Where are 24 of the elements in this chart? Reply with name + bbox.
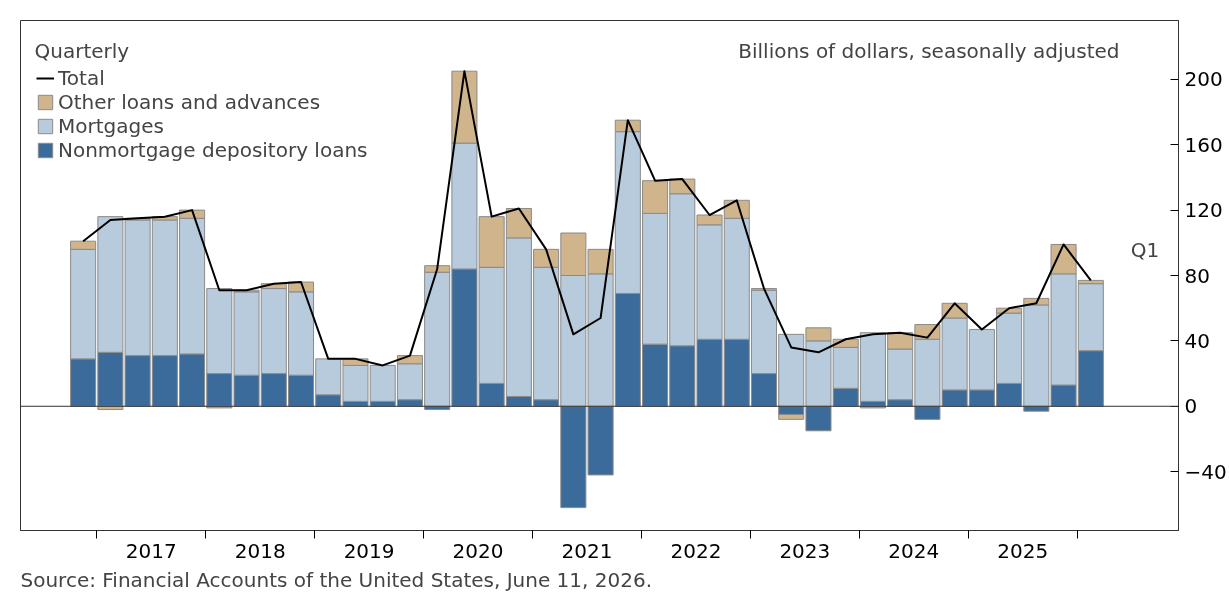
x-tick-label: 2022 (670, 538, 722, 563)
x-tick-label: 2023 (779, 538, 831, 563)
x-tick-label: 2018 (234, 538, 286, 563)
x-tick-label: 2019 (343, 538, 395, 563)
x-tick-label: 2021 (561, 538, 613, 563)
y-tick-label: 40 (1184, 328, 1210, 353)
annotation: Quarterly (34, 38, 130, 63)
y-tick-label: 160 (1184, 132, 1223, 157)
source-note: Source: Financial Accounts of the United States, June 11, 2026. (20, 567, 653, 592)
legend-label: Other loans and advances (58, 90, 321, 114)
annotation: Q1 (1130, 238, 1160, 263)
y-tick-label: 0 (1184, 394, 1198, 419)
y-tick-label: 200 (1184, 67, 1223, 92)
x-tick-label: 2020 (452, 538, 504, 563)
x-tick-label: 2017 (125, 538, 177, 563)
y-tick-label: 120 (1184, 198, 1223, 223)
legend-label: Mortgages (58, 114, 164, 138)
x-tick-label: 2025 (997, 538, 1049, 563)
legend-label: Total (58, 66, 105, 90)
y-tick-label: 80 (1184, 263, 1210, 288)
y-tick-label: −40 (1184, 459, 1227, 484)
annotation: Billions of dollars, seasonally adjusted (738, 38, 1120, 63)
legend-label: Nonmortgage depository loans (58, 138, 368, 162)
x-tick-label: 2024 (888, 538, 940, 563)
